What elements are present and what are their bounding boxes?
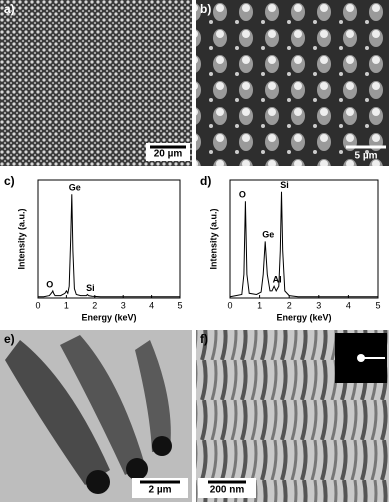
panel-label: d) <box>200 174 211 188</box>
x-tick-label: 2 <box>92 300 97 310</box>
peak-label: Al <box>273 275 282 285</box>
plot-frame <box>37 179 181 299</box>
panel-label: e) <box>4 332 15 346</box>
peak-label: O <box>46 279 53 289</box>
x-tick-label: 5 <box>375 300 380 310</box>
plot-frame <box>229 179 379 299</box>
peak-label: Ge <box>262 230 274 240</box>
x-axis-label: Energy (keV) <box>276 312 331 322</box>
sem-image <box>196 0 389 166</box>
panel-label: b) <box>200 2 211 16</box>
x-tick-label: 2 <box>287 300 292 310</box>
x-tick-label: 4 <box>346 300 351 310</box>
x-tick-label: 4 <box>149 300 154 310</box>
panel-label: c) <box>4 174 15 188</box>
scale-bar-label: 2 µm <box>149 485 172 496</box>
spectrum-line <box>38 194 180 298</box>
y-axis-label: Intensity (a.u.) <box>208 208 218 269</box>
x-tick-label: 0 <box>227 300 232 310</box>
x-tick-label: 3 <box>121 300 126 310</box>
peak-label: Si <box>280 180 289 190</box>
spectrum-line <box>229 191 378 298</box>
sem-image <box>0 0 192 166</box>
x-tick-label: 3 <box>316 300 321 310</box>
y-axis-label: Intensity (a.u.) <box>16 208 26 269</box>
panel-label: f) <box>200 332 208 346</box>
panel-label: a) <box>4 2 15 16</box>
nanowire-bundles <box>5 335 172 494</box>
x-tick-label: 1 <box>64 300 69 310</box>
peak-label: O <box>239 190 246 200</box>
x-tick-label: 0 <box>35 300 40 310</box>
scale-bar-label: 20 µm <box>154 149 183 160</box>
x-tick-label: 1 <box>257 300 262 310</box>
peak-label: Si <box>86 283 95 293</box>
x-axis-label: Energy (keV) <box>81 312 136 322</box>
x-tick-label: 5 <box>177 300 182 310</box>
peak-label: Ge <box>69 183 81 193</box>
scale-bar-label: 200 nm <box>210 485 245 496</box>
scale-bar-label: 5 µm <box>355 151 378 162</box>
